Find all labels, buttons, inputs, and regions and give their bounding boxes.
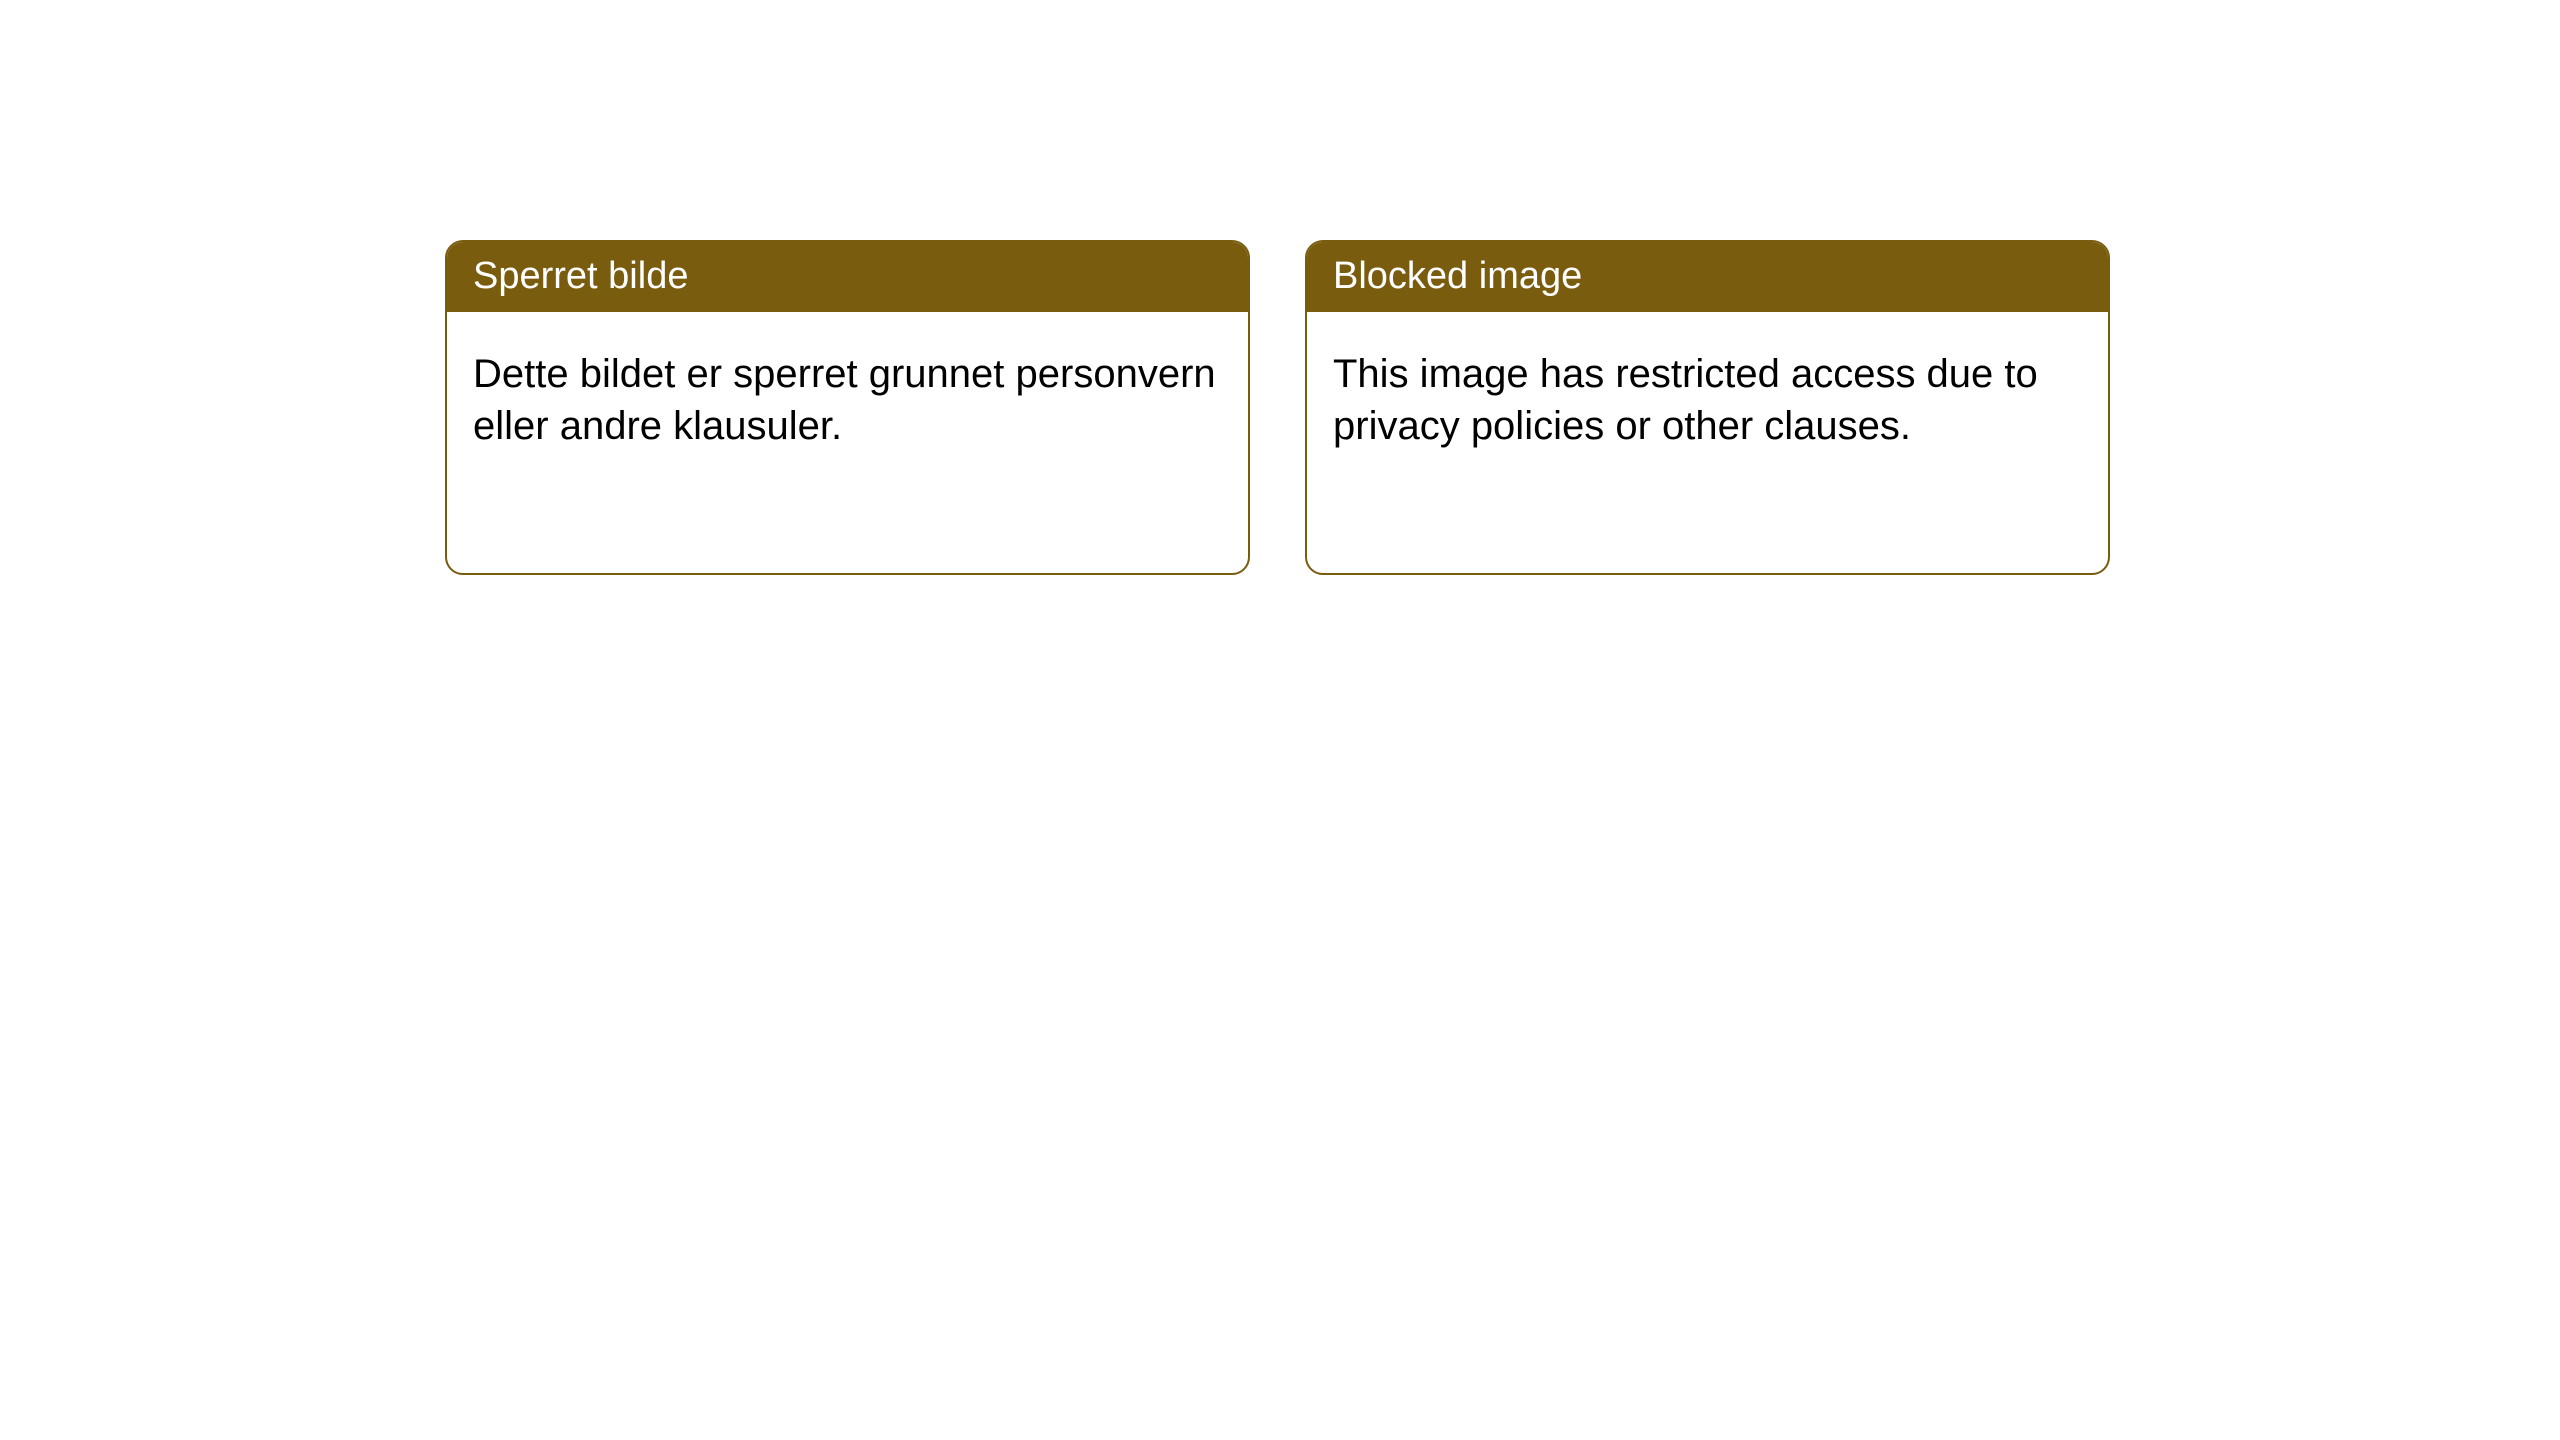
card-body-norwegian: Dette bildet er sperret grunnet personve… [447,312,1248,488]
card-body-english: This image has restricted access due to … [1307,312,2108,488]
card-title-english: Blocked image [1307,242,2108,312]
card-title-norwegian: Sperret bilde [447,242,1248,312]
blocked-image-card-english: Blocked image This image has restricted … [1305,240,2110,575]
cards-container: Sperret bilde Dette bildet er sperret gr… [0,0,2560,575]
blocked-image-card-norwegian: Sperret bilde Dette bildet er sperret gr… [445,240,1250,575]
